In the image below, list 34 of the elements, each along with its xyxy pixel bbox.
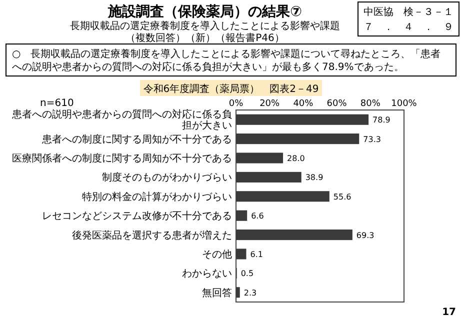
data-label: 73.3 [363,134,381,144]
y-tick-label: 患者への制度に関する周知が不十分である [41,133,232,146]
data-label: 6.1 [250,250,263,259]
y-tick-label: その他 [202,248,232,260]
y-tick-label: 後発医薬品を選択する患者が増えた [72,229,232,242]
chart-title: 施設調査（保険薬局）の結果⑦ [107,3,302,20]
text: n=610 [40,98,74,109]
x-tick-label: 100% [391,99,418,109]
y-tick-label: 患者への説明や患者からの質問への対応に係る負担が大きい [11,108,232,132]
y-tick-label: 制度そのものがわかりづらい [102,172,232,184]
data-label: 55.6 [333,192,352,202]
x-tick-label: 20% [260,99,280,109]
data-label: 2.3 [244,288,257,298]
text: 17 [442,307,456,318]
y-tick-label: 特別の料金の計算がわかりづらい [82,190,232,203]
x-tick-label: 80% [360,99,381,109]
y-tick-label: レセコンなどシステム改修が不十分である [42,210,232,222]
data-label: 38.9 [305,173,324,182]
text: ○ 長期収載品の選定療養制度を導入したことによる影響や課題について尋ねたところ、「患者への説明や患者からの質問への対応に係る負担が大きい」が最も多く78.9%であった。 [12,48,441,73]
chart-subtitle: 長期収載品の選定療養制度を導入したことによる影響や課題（複数回答）（新）（報告書P46） [70,20,340,44]
data-label: 28.0 [287,154,305,163]
y-tick-label: 医療関係者への制度に関する周知が不十分である [12,152,232,164]
x-tick-label: 40% [293,99,314,109]
text: 令和6年度調査（薬局票） 図表2－49 [143,83,319,95]
text: 中医協 検－３－１ [364,6,454,18]
x-tick-label: 0% [228,99,244,109]
y-tick-label: 無回答 [202,286,232,299]
x-tick-label: 60% [326,99,348,109]
data-label: 69.3 [356,230,374,240]
text: ７ ． ４ ． ９ [364,22,454,33]
y-tick-label: わからない [182,268,232,280]
data-label: 78.9 [372,116,390,125]
data-label: 6.6 [251,212,264,221]
data-label: 0.5 [240,269,254,278]
